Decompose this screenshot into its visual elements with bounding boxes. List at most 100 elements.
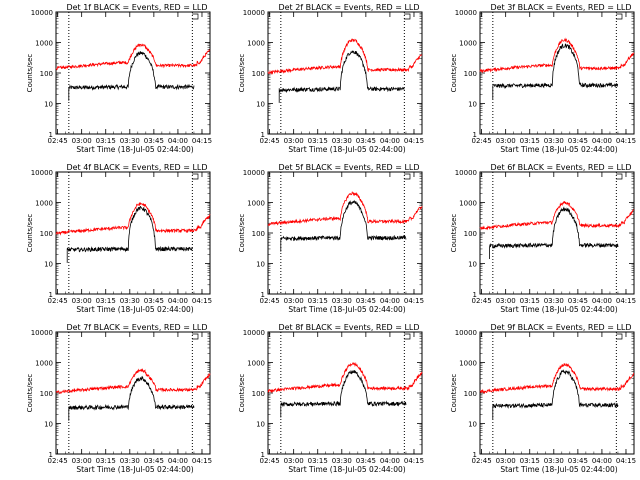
panel-det-7: Det 7f BLACK = Events, RED = LLD 1 10 100 10… [26,323,212,474]
y-tick-label: 1 [473,291,477,299]
x-tick-label: 04:15 [616,137,636,145]
x-tick-label: 02:45 [48,297,68,305]
y-tick-label: 10000 [455,9,477,17]
series-events-line [489,206,619,259]
x-tick-label: 03:45 [356,137,376,145]
panel-title: Det 4f BLACK = Events, RED = LLD [66,163,207,172]
panel-title: Det 3f BLACK = Events, RED = LLD [490,3,631,12]
x-tick-label: 03:45 [356,457,376,465]
y-tick-label: 100 [252,230,265,238]
series-events-line [280,199,407,252]
x-tick-label: 03:30 [120,457,140,465]
y-tick-label: 10 [44,101,53,109]
y-tick-label: 10000 [455,169,477,177]
series-lld-line [55,202,211,236]
x-tick-label: 04:00 [380,457,400,465]
y-tick-label: 10000 [455,329,477,337]
x-axis-label: Start Time (18-Jul-05 02:44:00) [500,465,617,474]
x-tick-label: 04:00 [380,297,400,305]
x-tick-label: 03:00 [496,297,516,305]
x-tick-label: 03:15 [520,137,540,145]
y-tick-label: 100 [252,70,265,78]
legend-mark [404,333,411,340]
x-tick-label: 04:15 [616,297,636,305]
series-events-line [66,206,193,263]
y-tick-label: 1000 [459,360,477,368]
plot-frame [267,11,423,135]
x-tick-label: 04:00 [380,137,400,145]
panel-det-4: Det 4f BLACK = Events, RED = LLD 1 10 100 10… [26,163,212,314]
legend-mark [616,13,623,20]
x-tick-label: 03:00 [496,137,516,145]
panel-det-2: Det 2f BLACK = Events, RED = LLD 1 10 100 10… [238,3,424,154]
panel-det-5: Det 5f BLACK = Events, RED = LLD 1 10 100 10… [238,163,424,314]
y-tick-label: 100 [40,390,53,398]
x-tick-label: 03:30 [120,297,140,305]
x-axis-label: Start Time (18-Jul-05 02:44:00) [76,465,193,474]
x-tick-label: 04:15 [192,137,212,145]
x-tick-label: 04:15 [192,297,212,305]
x-tick-label: 04:15 [616,457,636,465]
series-lld-line [479,362,635,395]
x-tick-label: 04:00 [168,457,188,465]
x-tick-label: 02:45 [472,457,492,465]
y-tick-label: 1 [473,451,477,459]
x-tick-label: 03:15 [96,137,116,145]
x-tick-label: 03:00 [72,297,92,305]
panel-det-3: Det 3f BLACK = Events, RED = LLD 1 10 100 10… [450,3,636,154]
x-tick-label: 03:15 [520,457,540,465]
y-tick-label: 1 [473,131,477,139]
series-events-line [280,369,407,418]
series-lld-line [267,38,423,75]
y-tick-label: 1000 [247,40,265,48]
x-tick-label: 04:00 [168,297,188,305]
y-tick-label: 1000 [247,360,265,368]
x-tick-label: 03:30 [332,137,352,145]
plot-frame [55,331,211,455]
x-tick-label: 02:45 [48,457,68,465]
y-tick-label: 10 [256,101,265,109]
y-tick-label: 1 [49,131,53,139]
x-tick-label: 04:15 [404,297,424,305]
panel-title: Det 8f BLACK = Events, RED = LLD [278,323,419,332]
x-tick-label: 04:15 [404,457,424,465]
x-tick-label: 02:45 [260,297,280,305]
y-axis-label: Counts/sec [450,374,458,413]
legend-mark [192,13,199,20]
y-axis-label: Counts/sec [450,54,458,93]
x-tick-label: 03:30 [120,137,140,145]
plot-frame [479,11,635,135]
plot-frame [267,171,423,295]
series-lld-line [267,362,423,394]
x-tick-label: 03:00 [496,457,516,465]
x-tick-label: 04:00 [168,137,188,145]
x-tick-label: 03:45 [568,137,588,145]
x-tick-label: 03:00 [72,457,92,465]
x-tick-label: 03:00 [284,457,304,465]
panel-title: Det 2f BLACK = Events, RED = LLD [278,3,419,12]
x-tick-label: 03:45 [568,457,588,465]
legend-mark [192,333,199,340]
panel-det-1: Det 1f BLACK = Events, RED = LLD 1 10 100 10… [26,3,212,154]
y-tick-label: 10 [256,421,265,429]
panel-title: Det 9f BLACK = Events, RED = LLD [490,323,631,332]
y-tick-label: 100 [40,230,53,238]
series-lld-line [479,37,635,74]
series-events-line [68,375,195,421]
x-tick-label: 03:30 [544,297,564,305]
y-tick-label: 10 [468,261,477,269]
y-tick-label: 10000 [243,329,265,337]
x-tick-label: 03:15 [308,297,328,305]
y-tick-label: 10000 [243,9,265,17]
y-tick-label: 10000 [243,169,265,177]
y-tick-label: 1 [261,291,265,299]
panel-det-6: Det 6f BLACK = Events, RED = LLD 1 10 100 10… [450,163,636,314]
x-axis-label: Start Time (18-Jul-05 02:44:00) [288,465,405,474]
y-tick-label: 100 [40,70,53,78]
legend-mark [404,13,411,20]
y-axis-label: Counts/sec [26,374,34,413]
x-tick-label: 02:45 [260,137,280,145]
x-axis-label: Start Time (18-Jul-05 02:44:00) [288,305,405,314]
y-tick-label: 1 [261,451,265,459]
